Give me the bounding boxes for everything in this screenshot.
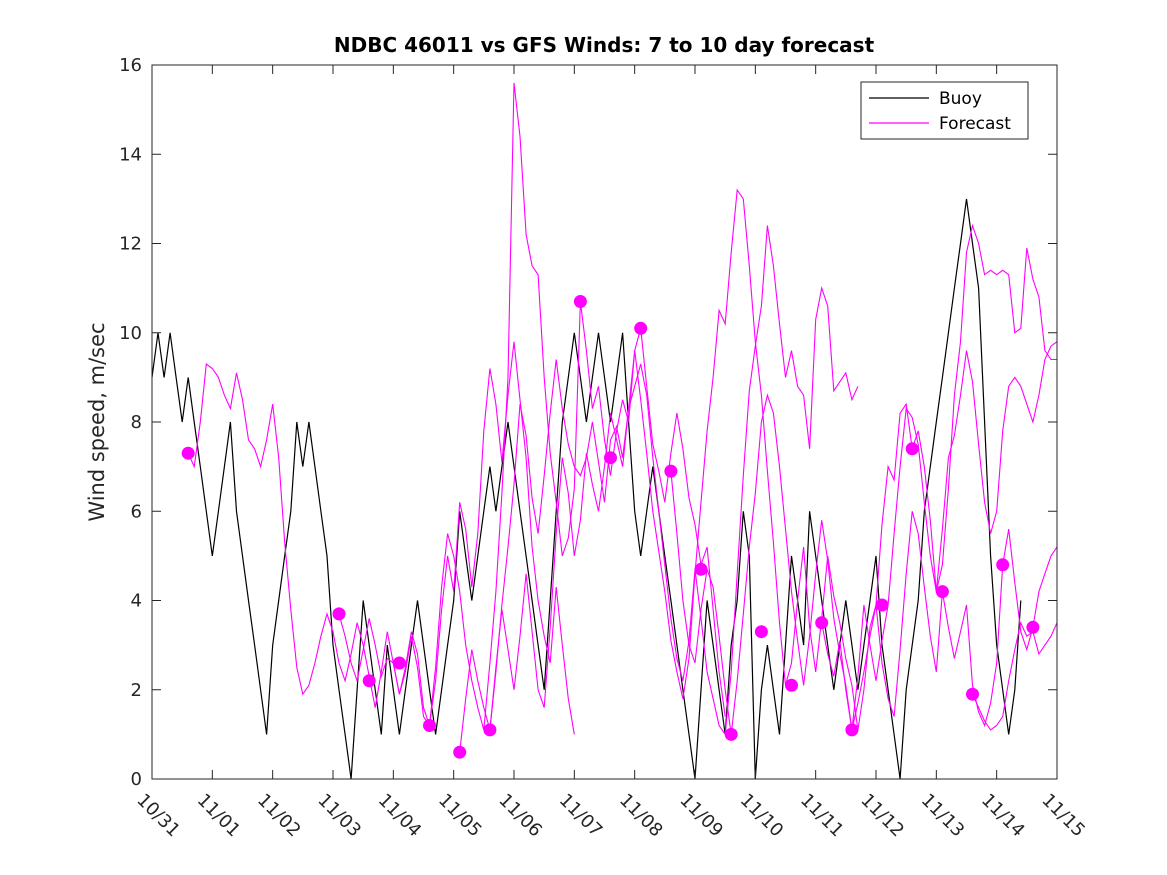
- forecast-marker: [634, 321, 648, 335]
- series-line-forecast-1: [187, 362, 431, 726]
- series-line-forecast-2: [338, 341, 575, 735]
- forecast-marker: [845, 723, 859, 737]
- forecast-marker: [875, 598, 889, 612]
- series-layer: [151, 82, 1058, 780]
- series-line-forecast-4: [459, 225, 859, 753]
- forecast-marker: [996, 558, 1010, 572]
- plot-area: [152, 65, 1057, 779]
- y-tick-label: 0: [131, 769, 142, 790]
- y-axis-label: Wind speed, m/sec: [85, 322, 109, 521]
- y-tick-label: 16: [119, 55, 142, 76]
- forecast-marker: [815, 616, 829, 630]
- chart-title: NDBC 46011 vs GFS Winds: 7 to 10 day for…: [334, 33, 875, 57]
- marker-layer: [181, 295, 1040, 759]
- forecast-marker: [754, 625, 768, 639]
- forecast-marker: [694, 562, 708, 576]
- forecast-marker: [604, 451, 617, 465]
- legend-label-forecast: Forecast: [939, 114, 1011, 134]
- forecast-marker: [966, 687, 979, 701]
- y-tick-label: 2: [131, 680, 142, 701]
- y-tick-label: 4: [131, 591, 142, 612]
- y-tick-label: 12: [119, 234, 142, 255]
- forecast-marker: [453, 745, 467, 759]
- forecast-marker: [664, 464, 678, 478]
- forecast-marker: [483, 723, 497, 737]
- legend-label-buoy: Buoy: [939, 89, 982, 109]
- series-line-forecast-6: [670, 341, 1058, 735]
- series-line-forecast-3: [428, 82, 726, 731]
- series-line-forecast-8: [971, 621, 1058, 731]
- y-tick-label: 6: [131, 501, 142, 522]
- forecast-marker: [362, 674, 376, 688]
- y-tick-label: 14: [119, 144, 142, 165]
- forecast-marker: [332, 607, 346, 621]
- forecast-marker: [935, 585, 949, 599]
- forecast-marker: [423, 719, 436, 732]
- series-line-forecast-7: [821, 511, 1058, 731]
- legend: Buoy Forecast: [860, 81, 1029, 140]
- series-line-forecast-5: [489, 188, 1057, 730]
- y-tick-label: 10: [119, 323, 142, 344]
- forecast-marker: [905, 442, 919, 456]
- forecast-marker: [724, 727, 738, 741]
- forecast-marker: [392, 656, 406, 670]
- forecast-marker: [1026, 620, 1040, 634]
- series-line-buoy: [151, 198, 1022, 780]
- forecast-marker: [785, 678, 798, 692]
- legend-box: [860, 81, 1029, 140]
- forecast-marker: [573, 295, 587, 308]
- y-tick-label: 8: [131, 412, 142, 433]
- forecast-marker: [181, 446, 195, 460]
